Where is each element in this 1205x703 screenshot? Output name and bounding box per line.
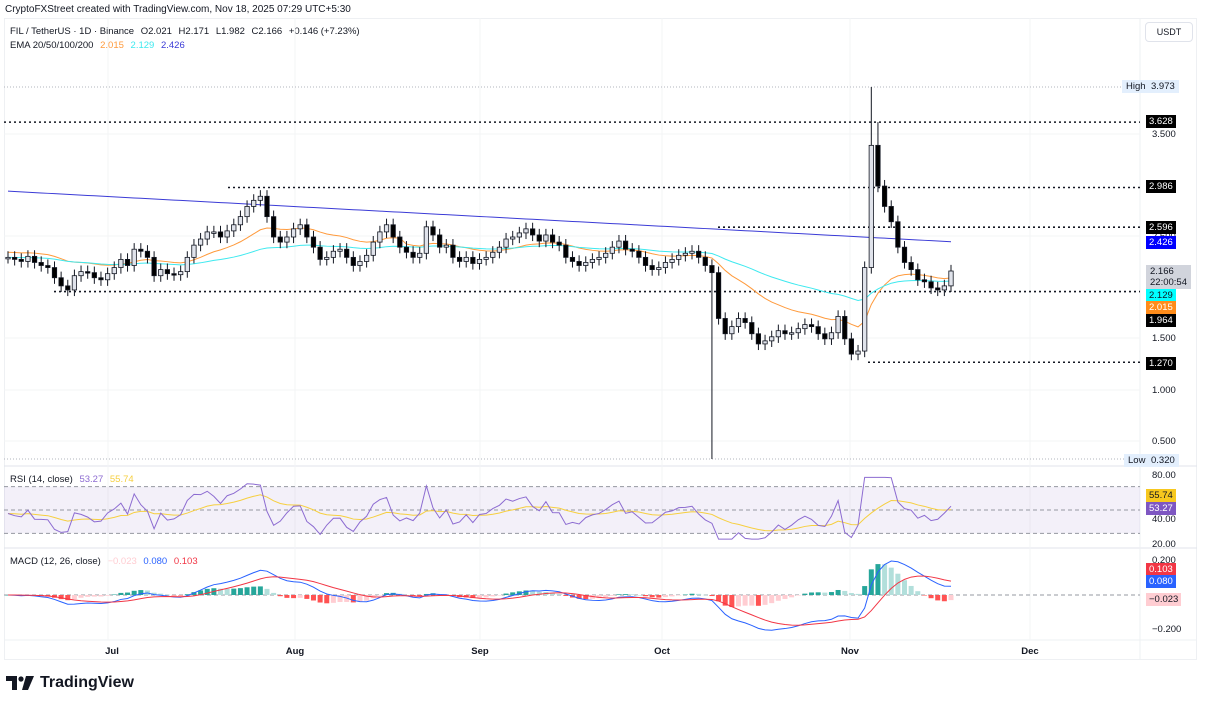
macd-value: 0.080 [143,556,168,567]
ohlc-high: H2.171 [178,26,210,37]
svg-text:3.500: 3.500 [1152,129,1176,140]
macd-hist-tag: −0.023 [1146,593,1182,606]
ema50-tag: 2.129 [1146,289,1176,302]
level-tag-2596: 2.596 [1146,221,1176,234]
svg-text:1.500: 1.500 [1152,333,1176,344]
svg-text:20.00: 20.00 [1152,539,1176,550]
svg-text:Nov: Nov [841,646,860,657]
svg-text:40.00: 40.00 [1152,514,1176,525]
ohlc-low: L1.982 [215,26,245,37]
ema50-value: 2.129 [130,40,155,51]
high-value: 3.973 [1147,80,1179,93]
tradingview-logo-icon [6,676,34,690]
ohlc-open: O2.021 [140,26,172,37]
low-value: 0.320 [1147,454,1179,467]
svg-text:Dec: Dec [1021,646,1038,657]
rsi-ma-value: 55.74 [109,474,134,485]
macd-signal-tag: 0.103 [1146,563,1176,576]
rsi-ma-tag: 55.74 [1146,489,1176,502]
ema-label: EMA 20/50/100/200 [10,40,94,51]
ema200-tag: 2.426 [1146,236,1176,249]
macd-tag: 0.080 [1146,575,1176,588]
symbol-title[interactable]: FIL / TetherUS · 1D · Binance [10,26,135,37]
ema200-value: 2.426 [160,40,185,51]
currency-button[interactable]: USDT [1145,22,1193,42]
macd-signal-value: 0.103 [173,556,198,567]
level-tag-2986: 2.986 [1146,180,1176,193]
ohlc-close: C2.166 [251,26,283,37]
high-label: High [1122,80,1150,93]
svg-text:Aug: Aug [286,646,305,657]
price-change: +0.146 (+7.23%) [288,26,360,37]
svg-text:0.200: 0.200 [1152,555,1176,566]
chart-credit: CryptoFXStreet created with TradingView.… [5,4,351,15]
low-label: Low [1124,454,1150,467]
level-tag-1270: 1.270 [1146,357,1176,370]
svg-text:0.500: 0.500 [1152,436,1176,447]
symbol-legend: FIL / TetherUS · 1D · Binance O2.021 H2.… [10,26,364,37]
ema-legend[interactable]: EMA 20/50/100/200 2.015 2.129 2.426 [10,40,189,51]
rsi-legend[interactable]: RSI (14, close) 53.27 55.74 [10,474,138,485]
rsi-value: 53.27 [79,474,104,485]
svg-text:Jul: Jul [105,646,119,657]
svg-text:1.000: 1.000 [1152,385,1176,396]
macd-hist-value: −0.023 [107,556,137,567]
level-tag-1964: 1.964 [1146,314,1176,327]
svg-text:Oct: Oct [654,646,671,657]
ema20-value: 2.015 [100,40,124,51]
macd-legend[interactable]: MACD (12, 26, close) −0.023 0.080 0.103 [10,556,202,567]
chart-frame [4,18,1197,660]
brand-name: TradingView [40,674,134,691]
svg-text:80.00: 80.00 [1152,470,1176,481]
tradingview-logo[interactable]: TradingView [6,674,134,692]
level-tag-3628: 3.628 [1146,115,1176,128]
last-price-tag: 2.166 22:00:54 [1146,265,1191,289]
rsi-label: RSI (14, close) [10,474,73,485]
svg-text:Sep: Sep [471,646,489,657]
bar-countdown: 22:00:54 [1150,277,1187,288]
rsi-tag: 53.27 [1146,502,1176,515]
macd-label: MACD (12, 26, close) [10,556,101,567]
last-price: 2.166 [1150,266,1174,277]
svg-text:−0.200: −0.200 [1152,624,1181,635]
ema20-tag: 2.015 [1146,301,1176,314]
